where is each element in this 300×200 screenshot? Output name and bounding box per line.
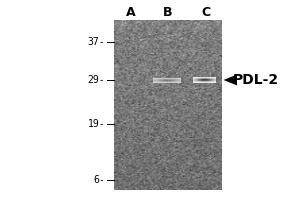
Text: PDL-2: PDL-2 (232, 73, 279, 87)
Text: B: B (163, 5, 173, 19)
Bar (114, 20, 222, 190)
Polygon shape (224, 75, 237, 85)
Text: A: A (126, 5, 135, 19)
Text: 19-: 19- (87, 119, 105, 129)
Text: 29-: 29- (87, 75, 105, 85)
Text: C: C (201, 5, 210, 19)
Text: 37-: 37- (87, 37, 105, 47)
Text: 6-: 6- (93, 175, 105, 185)
